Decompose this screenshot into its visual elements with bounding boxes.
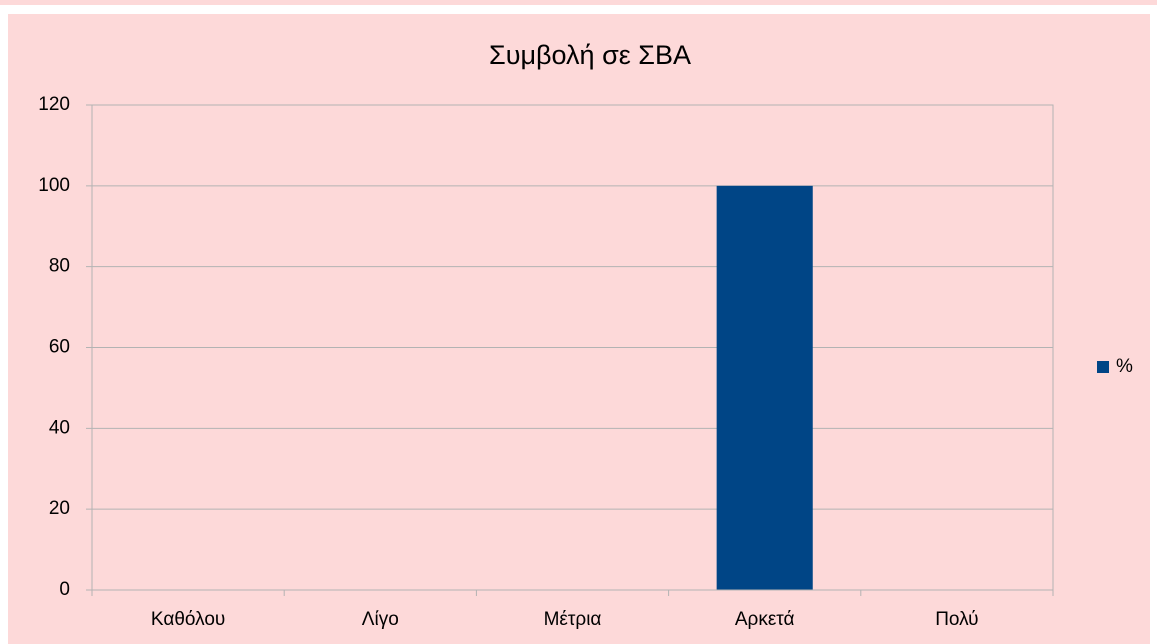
chart-background: [8, 14, 1150, 644]
x-tick-label: Πολύ: [935, 609, 978, 630]
y-tick-label: 80: [49, 256, 70, 277]
top-strip: [0, 0, 1157, 5]
y-tick-label: 0: [59, 579, 70, 600]
bar: [716, 185, 813, 591]
x-tick-label: Λίγο: [362, 609, 399, 630]
y-tick-label: 120: [38, 94, 70, 115]
x-tick-label: Μέτρια: [544, 609, 602, 630]
y-tick-label: 100: [38, 175, 70, 196]
chart-title: Συμβολή σε ΣΒΑ: [489, 40, 691, 70]
x-tick-label: Καθόλου: [151, 609, 225, 630]
y-tick-label: 40: [49, 417, 70, 438]
y-tick-label: 60: [49, 337, 70, 358]
legend-swatch: [1097, 361, 1109, 373]
legend-label: %: [1116, 356, 1133, 377]
x-tick-label: Αρκετά: [735, 609, 795, 630]
y-tick-label: 20: [49, 498, 70, 519]
